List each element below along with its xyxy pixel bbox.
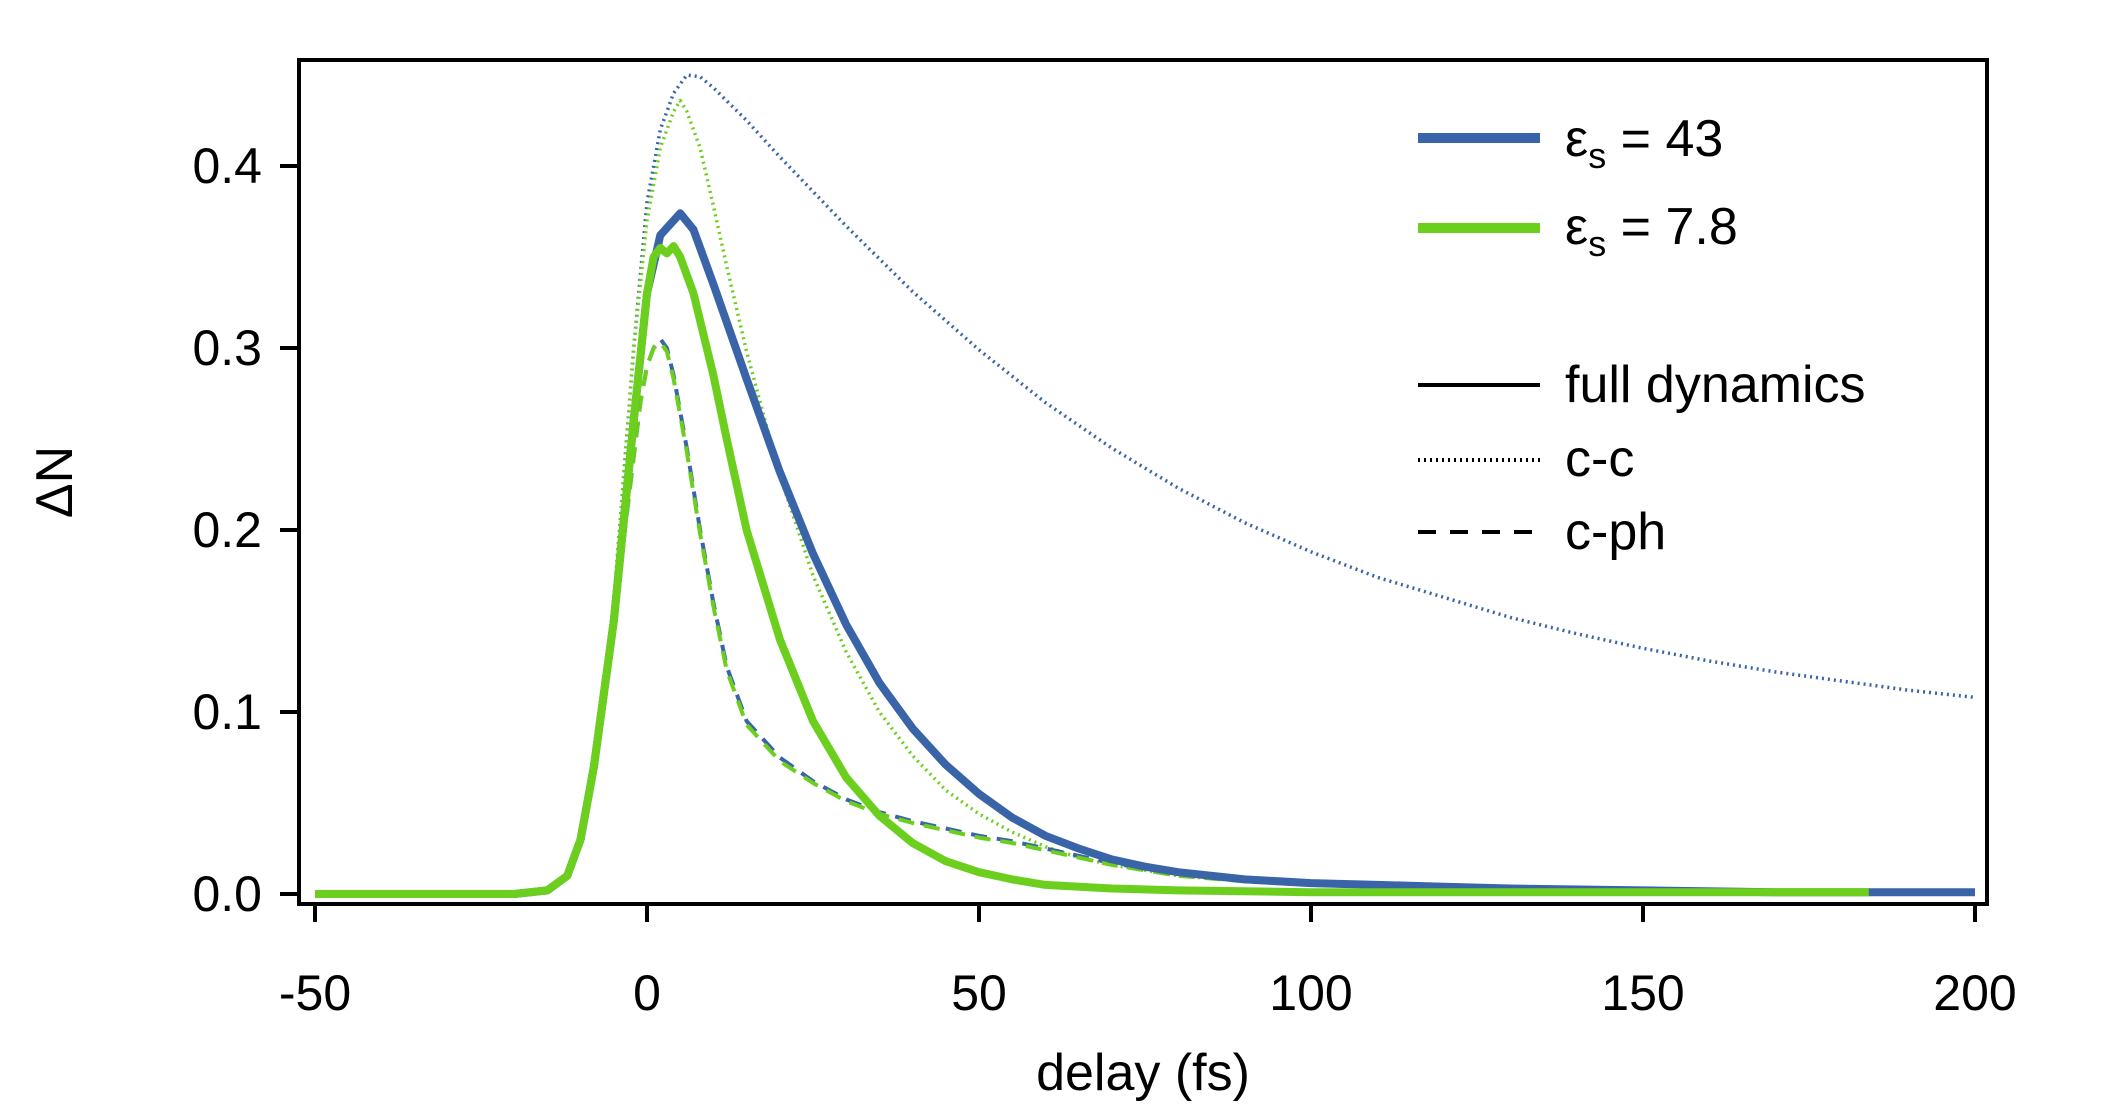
series-layer: [315, 73, 1976, 898]
x-tick-label: 100: [1269, 965, 1352, 1021]
series-line-5: [315, 340, 1511, 896]
plot-frame: [297, 58, 1989, 906]
y-axis: 0.0 0.1 0.2 0.3 0.4: [192, 138, 299, 922]
series-line-1: [315, 242, 1869, 898]
x-tick-label: -50: [279, 965, 351, 1021]
legend-symbol-series-1: ε: [1565, 198, 1588, 256]
legend-label-series-1: εs = 7.8: [1565, 198, 1738, 264]
x-tick-label: 150: [1601, 965, 1684, 1021]
legend-label-c-ph: c-ph: [1565, 503, 1666, 561]
legend-label-full-dynamics: full dynamics: [1565, 356, 1866, 414]
y-tick-label: 0.0: [192, 866, 262, 922]
legend-value-series-1: = 7.8: [1606, 198, 1738, 256]
x-axis-title: delay (fs): [1036, 1044, 1250, 1102]
legend-value-series-0: = 43: [1606, 110, 1723, 168]
y-tick-label: 0.1: [192, 684, 262, 740]
x-axis: -50 0 50 100 150 200: [279, 904, 2017, 1021]
x-tick-label: 200: [1933, 965, 2016, 1021]
legend-symbol-series-0: ε: [1565, 110, 1588, 168]
y-tick-label: 0.2: [192, 502, 262, 558]
series-line-0: [315, 209, 1975, 898]
legend: εs = 43 εs = 7.8 full dynamics c-c c-ph: [1418, 110, 1866, 561]
legend-label-c-c: c-c: [1565, 430, 1634, 488]
x-tick-label: 50: [951, 965, 1007, 1021]
series-line-3: [315, 98, 1444, 896]
series-line-4: [315, 336, 1511, 896]
y-tick-label: 0.3: [192, 320, 262, 376]
legend-subscript-series-1: s: [1588, 223, 1606, 264]
legend-label-series-0: εs = 43: [1565, 110, 1723, 176]
y-tick-label: 0.4: [192, 138, 262, 194]
x-tick-label: 0: [633, 965, 661, 1021]
y-axis-title: ΔN: [26, 446, 84, 518]
legend-subscript-series-0: s: [1588, 135, 1606, 176]
